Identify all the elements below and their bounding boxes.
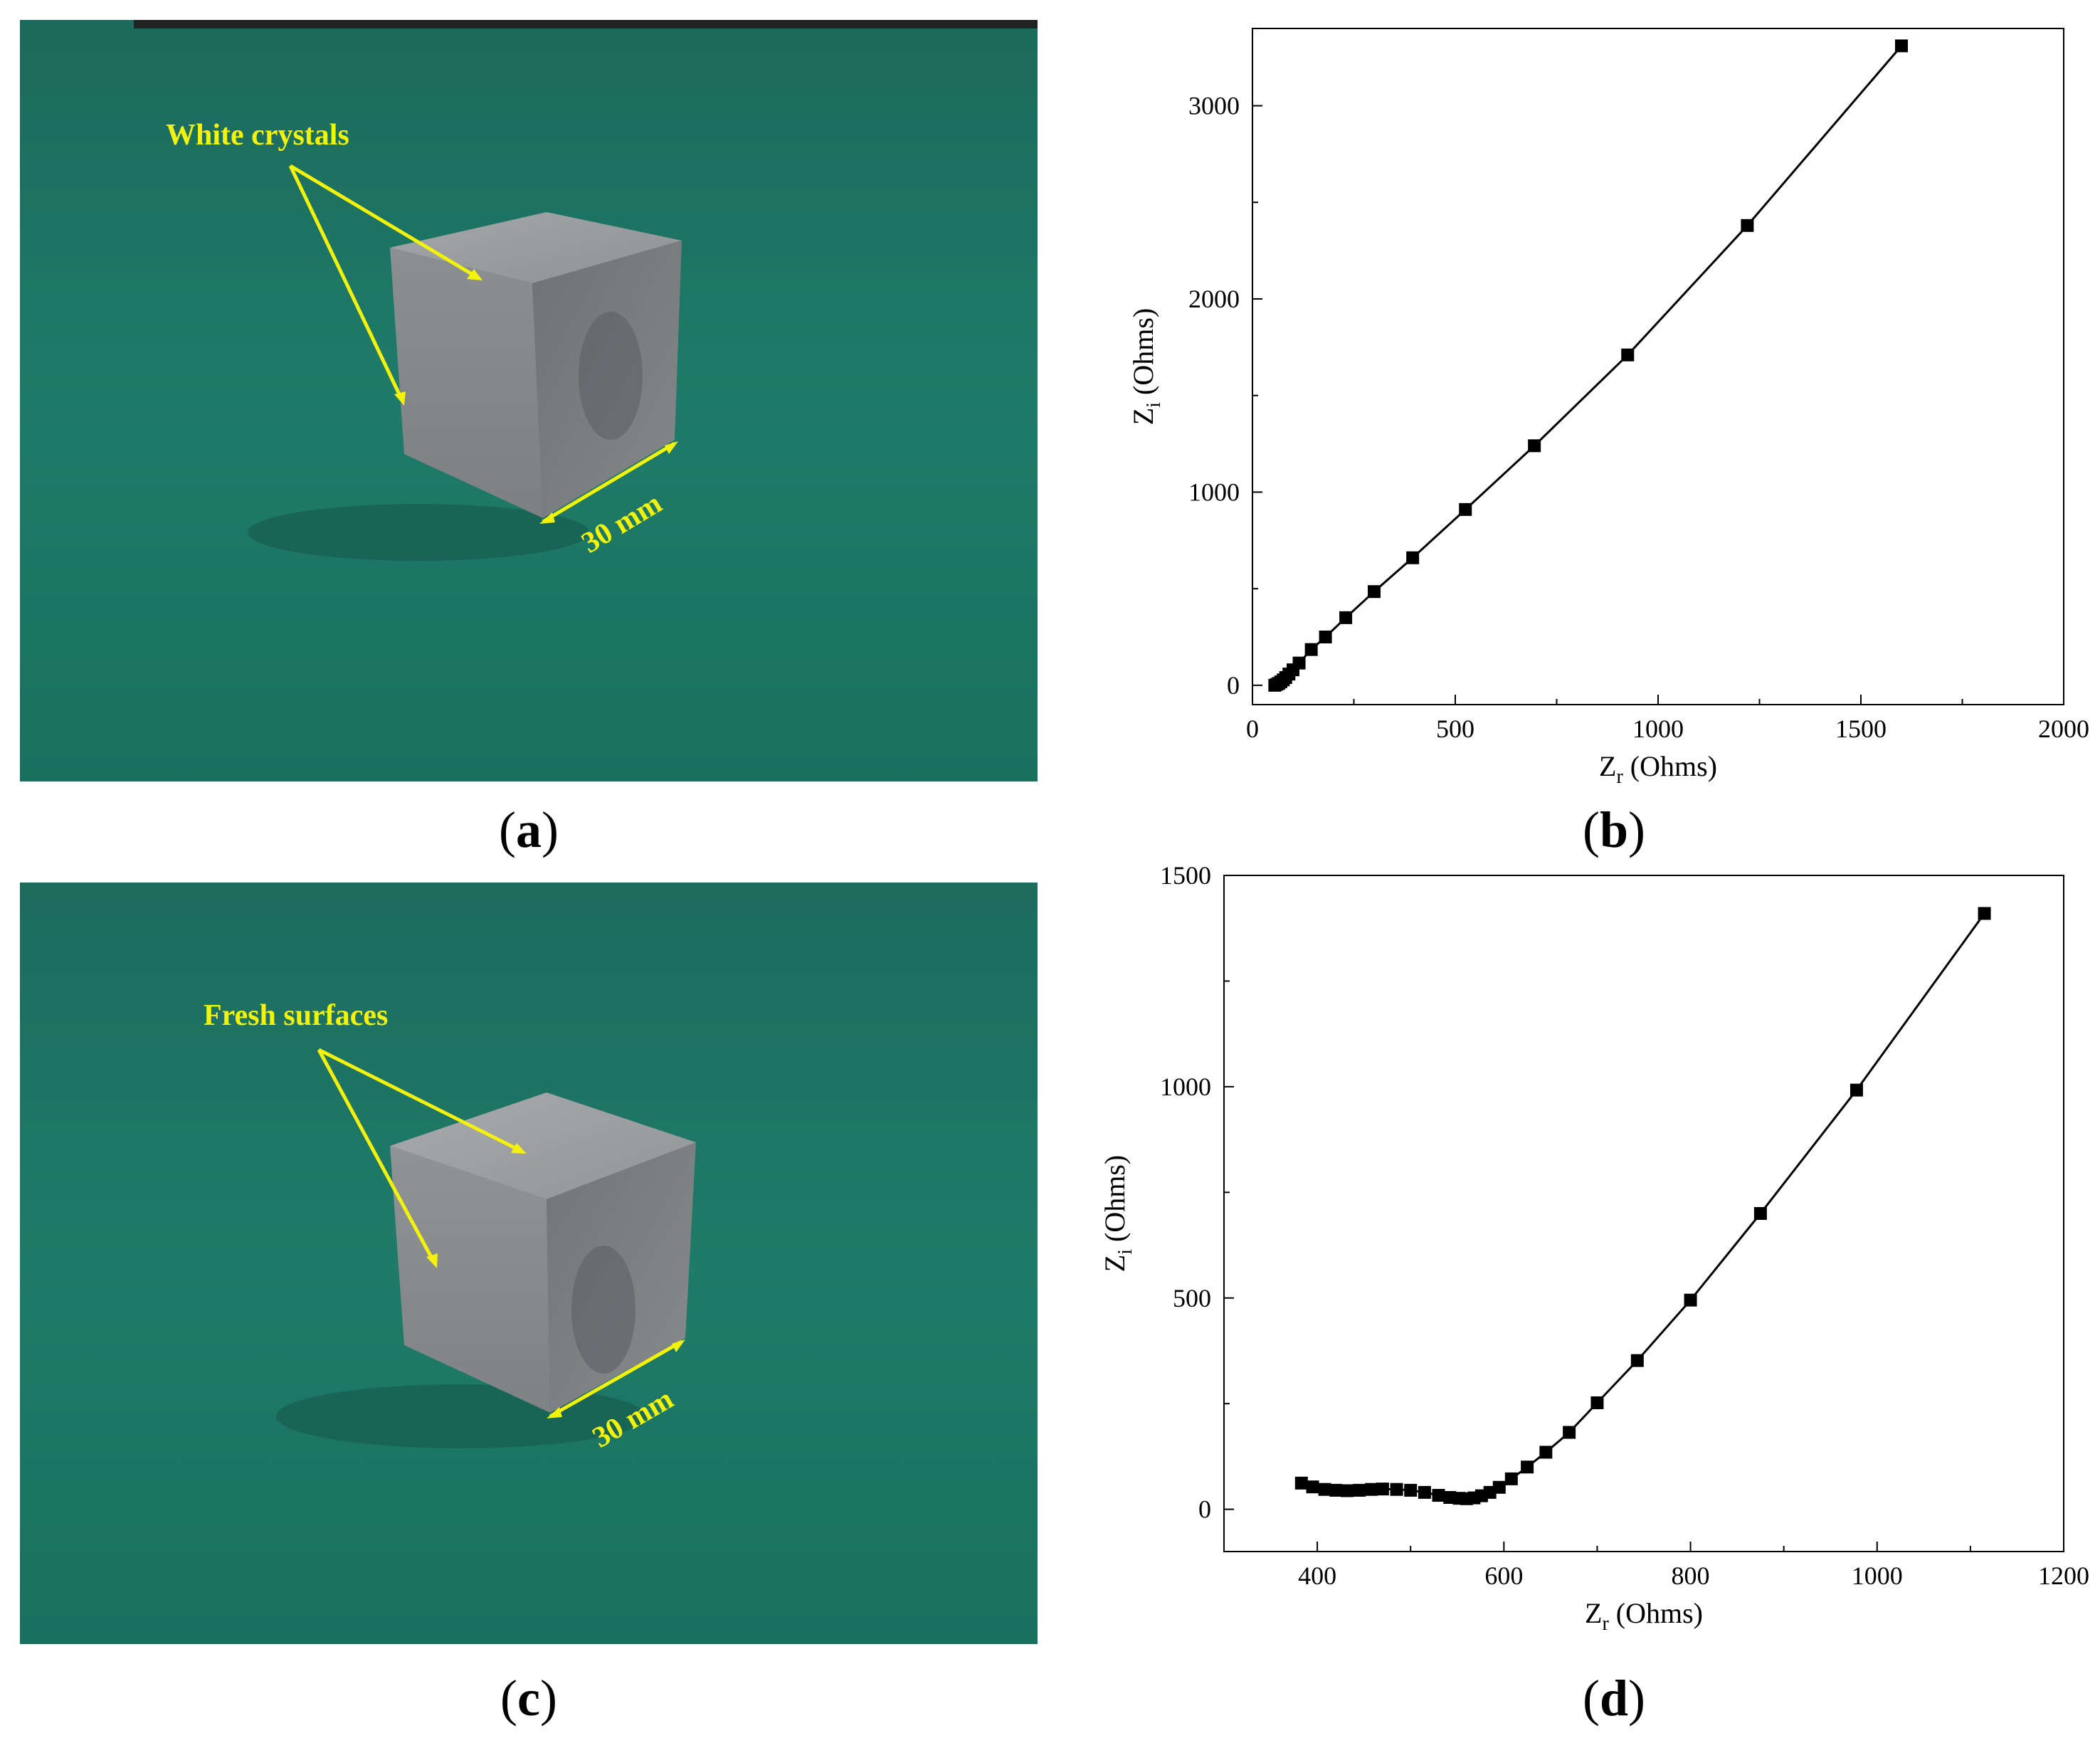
- y-tick-label: 0: [1227, 671, 1240, 700]
- data-point: [1459, 502, 1472, 516]
- photo-a-image: White crystals 30 mm: [20, 20, 1038, 781]
- annotation-arrow-a2: [288, 164, 403, 399]
- y-tick-label: 1500: [1160, 861, 1211, 890]
- x-axis-title-sub: r: [1616, 766, 1623, 788]
- data-point: [1368, 585, 1381, 599]
- data-point: [1504, 1472, 1518, 1485]
- y-tick-label: 3000: [1188, 92, 1240, 120]
- data-point: [1741, 218, 1754, 232]
- y-axis-title: Zi (Ohms): [1099, 1155, 1136, 1272]
- photo-c-image: Fresh surfaces 30 mm: [20, 883, 1038, 1644]
- data-point: [1365, 1483, 1378, 1496]
- x-tick-label: 400: [1298, 1562, 1336, 1590]
- x-tick-label: 1200: [2038, 1562, 2089, 1590]
- data-point: [1339, 611, 1353, 624]
- data-point: [1418, 1485, 1431, 1499]
- data-point: [1376, 1483, 1389, 1496]
- data-point: [1895, 39, 1908, 53]
- dimension-line-a: [542, 441, 676, 524]
- data-point: [1528, 439, 1541, 453]
- x-tick-label: 800: [1672, 1562, 1710, 1590]
- photo-panel-c: Fresh surfaces 30 mm: [20, 883, 1038, 1644]
- x-tick-label: 600: [1484, 1562, 1523, 1590]
- data-point: [1621, 348, 1635, 362]
- data-point: [1329, 1483, 1343, 1497]
- plot-frame: [1252, 28, 2064, 705]
- y-axis-title: Zi (Ohms): [1127, 308, 1165, 425]
- data-point: [1353, 1483, 1366, 1497]
- x-tick-label: 0: [1246, 715, 1259, 743]
- data-point: [1319, 631, 1332, 643]
- annotation-arrow-c1: [317, 1048, 519, 1152]
- chart-d: 400 600 800 1000 1200 0 500 1000 1500 Zr (Ohms) Zi…: [1099, 861, 2089, 1644]
- photo-a-annotation: White crystals: [166, 119, 349, 152]
- caption-b-letter: b: [1599, 801, 1629, 858]
- data-point: [1406, 551, 1420, 564]
- data-point: [1492, 1480, 1506, 1494]
- dimension-line-c: [549, 1339, 683, 1418]
- y-tick-label: 1000: [1188, 478, 1240, 506]
- x-tick-label: 1000: [1632, 715, 1684, 743]
- data-point: [1850, 1083, 1863, 1097]
- caption-a-letter: a: [516, 801, 542, 858]
- data-point: [1404, 1483, 1418, 1497]
- x-axis-title-main: Z: [1599, 750, 1616, 782]
- x-axis-title: Zr (Ohms): [1585, 1597, 1703, 1635]
- y-axis-title-main: Z: [1099, 1255, 1131, 1272]
- annotation-arrow-c2: [317, 1048, 435, 1261]
- data-point: [1292, 656, 1306, 670]
- data-point: [1521, 1460, 1534, 1474]
- cube-top-face: [390, 212, 682, 283]
- caption-d-letter: d: [1599, 1670, 1629, 1727]
- x-axis-title-sub: r: [1602, 1613, 1609, 1635]
- y-axis-title-rest: (Ohms): [1099, 1155, 1131, 1249]
- x-tick-label: 1500: [1835, 715, 1887, 743]
- x-axis-title-main: Z: [1585, 1597, 1602, 1629]
- y-axis-title-sub: i: [1143, 402, 1165, 408]
- data-point: [1684, 1293, 1697, 1307]
- photo-c-annotation: Fresh surfaces: [204, 999, 388, 1032]
- x-tick-label: 2000: [2038, 715, 2089, 743]
- x-axis-title-rest: (Ohms): [1609, 1597, 1703, 1629]
- data-point: [1539, 1446, 1553, 1459]
- y-tick-label: 1000: [1160, 1073, 1211, 1101]
- y-axis-title-sub: i: [1114, 1249, 1136, 1255]
- data-point: [1590, 1396, 1604, 1409]
- data-point: [1306, 1480, 1319, 1494]
- data-point: [1563, 1426, 1576, 1439]
- data-point: [1978, 907, 1991, 920]
- data-point: [1432, 1489, 1445, 1502]
- x-tick-label: 1000: [1852, 1562, 1903, 1590]
- caption-c: (c): [500, 1670, 557, 1727]
- photo-panel-a: White crystals 30 mm: [20, 20, 1038, 781]
- data-point: [1390, 1483, 1403, 1496]
- data-point: [1294, 1476, 1308, 1490]
- data-point: [1318, 1483, 1331, 1496]
- y-tick-label: 2000: [1188, 285, 1240, 313]
- y-axis-title-rest: (Ohms): [1127, 308, 1159, 402]
- caption-b: (b): [1582, 801, 1645, 858]
- plot-frame: [1223, 875, 2064, 1552]
- data-point: [1304, 643, 1318, 656]
- cube-c-top-face: [390, 1092, 696, 1199]
- annotation-arrow-a1: [289, 164, 477, 278]
- x-tick-label: 500: [1436, 715, 1474, 743]
- data-point: [1630, 1354, 1644, 1367]
- cube-c-left-face: [390, 1146, 550, 1413]
- y-axis-title-main: Z: [1127, 408, 1159, 425]
- chart-b: 0 500 1000 1500 2000 0 1000 2000 3000 Zr (Ohms) Zi…: [1127, 28, 2089, 797]
- y-tick-label: 500: [1173, 1284, 1211, 1312]
- data-point: [1341, 1484, 1354, 1497]
- x-axis-title-rest: (Ohms): [1623, 750, 1717, 782]
- caption-d: (d): [1582, 1670, 1645, 1727]
- data-point: [1753, 1207, 1767, 1220]
- y-tick-label: 0: [1198, 1495, 1211, 1524]
- cube-left-face: [390, 248, 543, 518]
- x-axis-title: Zr (Ohms): [1599, 750, 1717, 788]
- series-line: [1301, 912, 1985, 1500]
- caption-c-letter: c: [517, 1670, 540, 1727]
- caption-a: (a): [499, 801, 559, 858]
